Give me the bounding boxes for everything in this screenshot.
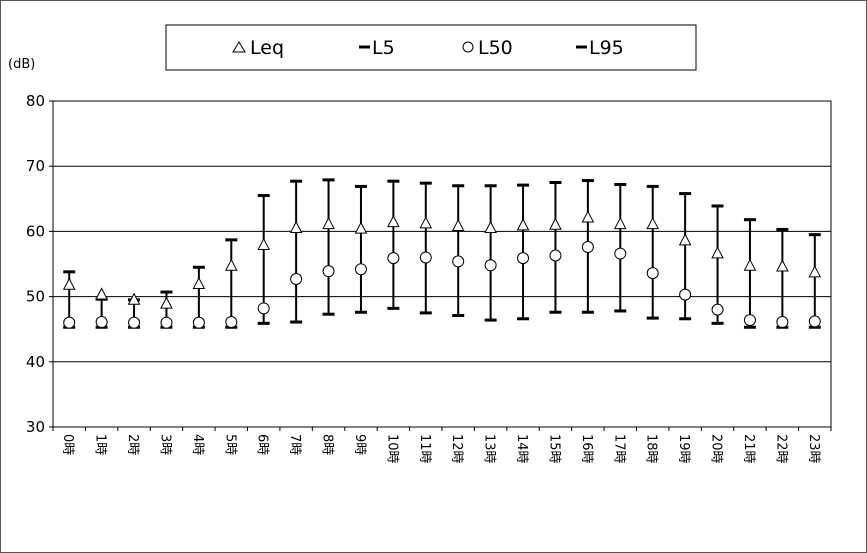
legend-box	[165, 24, 697, 71]
leq-marker	[127, 292, 141, 305]
y-axis-unit: (dB)	[8, 57, 35, 72]
leq-marker	[257, 237, 271, 250]
x-tick-label: 5時	[222, 434, 237, 455]
leq-marker	[516, 218, 530, 231]
l50-marker	[419, 251, 432, 264]
l50-marker	[95, 316, 108, 329]
y-tick-label: 60	[26, 222, 45, 240]
x-axis-ticks: 0時 1時 2時 3時 4時 5時 6時 7時 8時 9時 10時 11時 12時 13時 14時 15時 16…	[52, 427, 832, 464]
gridlines	[53, 165, 831, 363]
l50-marker	[776, 316, 789, 329]
legend-label-l95: L95	[589, 37, 624, 59]
leq-marker	[354, 221, 368, 234]
l50-marker	[614, 247, 627, 260]
l50-marker	[452, 255, 465, 268]
leq-marker	[322, 216, 335, 230]
l50-marker	[322, 265, 335, 278]
legend-label-l5: L5	[372, 37, 395, 59]
l50-marker	[743, 314, 756, 327]
series-markers	[62, 178, 822, 329]
x-tick-label: 20時	[709, 434, 724, 464]
l50-marker	[679, 288, 692, 301]
legend-marker-leq	[232, 41, 246, 53]
y-tick-label: 70	[26, 157, 45, 175]
leq-marker	[646, 216, 660, 230]
x-tick-label: 12時	[449, 434, 464, 464]
x-tick-label: 22時	[773, 434, 788, 464]
x-tick-label: 10時	[384, 434, 399, 464]
x-tick-label: 15時	[546, 434, 561, 464]
l50-marker	[128, 316, 141, 329]
x-tick-label: 6時	[255, 434, 270, 455]
x-tick-label: 0時	[60, 434, 75, 455]
x-tick-label: 17時	[611, 434, 626, 464]
l50-marker	[549, 249, 562, 262]
leq-marker	[224, 258, 238, 271]
l50-marker	[257, 302, 270, 315]
l50-marker	[160, 316, 173, 329]
l50-marker	[646, 267, 659, 280]
leq-marker	[808, 265, 822, 278]
y-tick-label: 30	[26, 418, 45, 436]
leq-marker	[581, 210, 595, 223]
x-tick-label: 4時	[190, 434, 205, 455]
l50-marker	[387, 252, 400, 265]
x-tick-label: 3時	[157, 434, 172, 455]
leq-marker	[95, 287, 108, 300]
y-tick-label: 80	[26, 92, 45, 110]
l50-marker	[290, 272, 303, 285]
x-tick-label: 2時	[125, 434, 140, 455]
leq-marker	[387, 215, 400, 228]
x-tick-label: 23時	[806, 434, 821, 464]
l50-marker	[808, 315, 821, 328]
legend-marker-l50	[462, 41, 474, 53]
leq-marker	[678, 233, 692, 246]
leq-marker	[62, 277, 76, 290]
l50-marker	[225, 316, 238, 329]
range-bars	[68, 179, 816, 328]
y-tick-label: 40	[26, 353, 45, 371]
l50-marker	[517, 252, 530, 265]
l50-marker	[63, 316, 76, 329]
leq-marker	[711, 246, 724, 259]
leq-marker	[451, 218, 465, 232]
leq-marker	[613, 216, 627, 230]
y-axis-ticks: 30 40 50 60 70 80	[26, 92, 53, 436]
leq-marker	[160, 296, 173, 309]
l50-marker	[354, 263, 367, 276]
legend: Leq L5 L50 L95	[165, 24, 697, 71]
leq-marker	[776, 259, 789, 272]
x-tick-label: 13時	[482, 434, 497, 464]
x-tick-label: 19時	[676, 434, 691, 464]
leq-marker	[192, 276, 206, 290]
x-tick-label: 18時	[644, 434, 659, 464]
x-tick-label: 21時	[741, 434, 756, 464]
x-tick-label: 8時	[320, 434, 335, 455]
legend-label-l50: L50	[478, 37, 513, 59]
x-tick-label: 16時	[579, 434, 594, 464]
leq-marker	[743, 258, 757, 271]
l50-marker	[711, 303, 724, 316]
x-tick-label: 7時	[287, 434, 302, 455]
leq-marker	[419, 216, 433, 229]
plot-area	[52, 100, 832, 428]
leq-marker	[289, 220, 303, 233]
l50-marker	[581, 241, 594, 254]
legend-label-leq: Leq	[250, 37, 284, 59]
leq-marker	[549, 217, 562, 230]
l50-marker	[484, 259, 497, 272]
x-tick-label: 11時	[417, 434, 432, 464]
l50-marker	[192, 316, 205, 329]
x-tick-label: 14時	[514, 434, 529, 464]
y-tick-label: 50	[26, 288, 45, 306]
leq-marker	[484, 220, 497, 233]
x-tick-label: 1時	[93, 434, 108, 455]
x-tick-label: 9時	[352, 434, 367, 455]
